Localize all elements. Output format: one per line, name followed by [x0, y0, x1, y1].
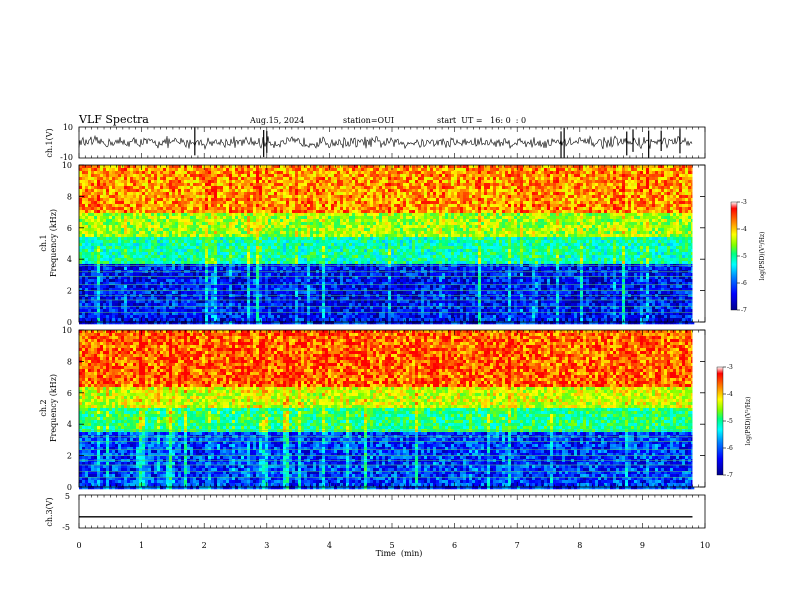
x-tick-label-4: 4: [327, 541, 332, 550]
spec1ticks-label-2: 4: [67, 255, 72, 264]
cb2ticks-label-0: -3: [727, 364, 733, 371]
x-tick-label-10: 10: [700, 541, 710, 550]
ch1-colorbar-label: log(PSD)(V²/Hz): [759, 232, 766, 281]
spec2ticks-label-2: 4: [67, 420, 72, 429]
spec2ticks-label-5: 10: [62, 326, 72, 335]
ch1-spectrogram-yticks: 0 2 4 6 8 10: [62, 161, 705, 327]
spec2ticks-label-0: 0: [67, 483, 72, 492]
x-tick-label-2: 2: [202, 541, 207, 550]
x-tick-label-5: 5: [389, 541, 394, 550]
ch3-ytick-top: 5: [65, 492, 70, 501]
spec2ticks-label-1: 2: [67, 452, 72, 461]
cb2ticks-label-2: -5: [727, 418, 733, 425]
x-tick-label-6: 6: [452, 541, 457, 550]
x-axis-ticks: 0 1 2 3 4 5 6 7 8 9 10: [76, 127, 710, 550]
ch1-ytick-top: 10: [63, 123, 73, 132]
spec1ticks-label-3: 6: [67, 224, 72, 233]
ch2-spectrogram-yticks: 0 2 4 6 8 10: [62, 326, 705, 492]
cb1ticks-label-2: -5: [741, 253, 747, 260]
spec2ticks-label-4: 8: [67, 357, 72, 366]
ch1-waveform-frame: [78, 126, 706, 159]
ch1-spectrogram-image: [79, 165, 705, 325]
ch1-waveform-line: [78, 134, 693, 150]
ch1-spec-ylabel-freq: Frequency (kHz): [49, 209, 58, 277]
spec1ticks-label-5: 10: [62, 161, 72, 170]
ch1-colorbar: [730, 201, 738, 311]
x-tick-label-1: 1: [139, 541, 144, 550]
ch2-spec-ylabel-freq: Frequency (kHz): [49, 374, 58, 442]
ch1-spec-ylabel-channel: ch.1: [39, 234, 48, 251]
station-label: station=OUI: [343, 116, 394, 125]
cb1ticks-label-1: -4: [741, 226, 747, 233]
x-tick-label-0: 0: [76, 541, 81, 550]
spec2ticks-label-3: 6: [67, 389, 72, 398]
cb1ticks-label-3: -6: [741, 280, 747, 287]
cb2ticks-label-1: -4: [727, 391, 733, 398]
ch1-ytick-bottom: -10: [60, 153, 73, 162]
cb2ticks-label-4: -7: [727, 472, 733, 479]
spec1ticks-label-4: 8: [67, 192, 72, 201]
cb2ticks-label-3: -6: [727, 445, 733, 452]
x-axis-label: Time (min): [376, 549, 423, 558]
ch1-colorbar-ticks: -3 -4 -5 -6 -7: [737, 199, 747, 314]
start-time-label: start UT = 16: 0 : 0: [437, 116, 526, 125]
ch1-waveform-panel: 10 -10 ch.1(V): [45, 123, 706, 162]
cb1ticks-label-4: -7: [741, 307, 747, 314]
cb1ticks-label-0: -3: [741, 199, 747, 206]
ch3-ytick-bottom: -5: [62, 523, 70, 532]
x-tick-label-7: 7: [515, 541, 520, 550]
spec1ticks-label-0: 0: [67, 318, 72, 327]
ch2-spectrogram-image: [79, 330, 705, 490]
x-tick-label-3: 3: [264, 541, 269, 550]
date-label: Aug.15, 2024: [249, 116, 304, 125]
ch2-colorbar: [716, 366, 724, 476]
ch3-waveform-panel: 5 -5 ch.3(V): [45, 492, 706, 532]
ch3-ylabel: ch.3(V): [45, 497, 54, 526]
x-tick-label-8: 8: [577, 541, 582, 550]
spec1ticks-label-1: 2: [67, 287, 72, 296]
ch2-colorbar-label: log(PSD)(V²/Hz): [745, 397, 752, 446]
ch1-ylabel: ch.1(V): [45, 128, 54, 157]
ch1-waveform-spikes: [194, 127, 681, 158]
ch2-colorbar-ticks: -3 -4 -5 -6 -7: [723, 364, 733, 479]
x-tick-label-9: 9: [640, 541, 645, 550]
ch2-spec-ylabel-channel: ch.2: [39, 399, 48, 416]
figure-title: VLF Spectra: [78, 113, 149, 126]
